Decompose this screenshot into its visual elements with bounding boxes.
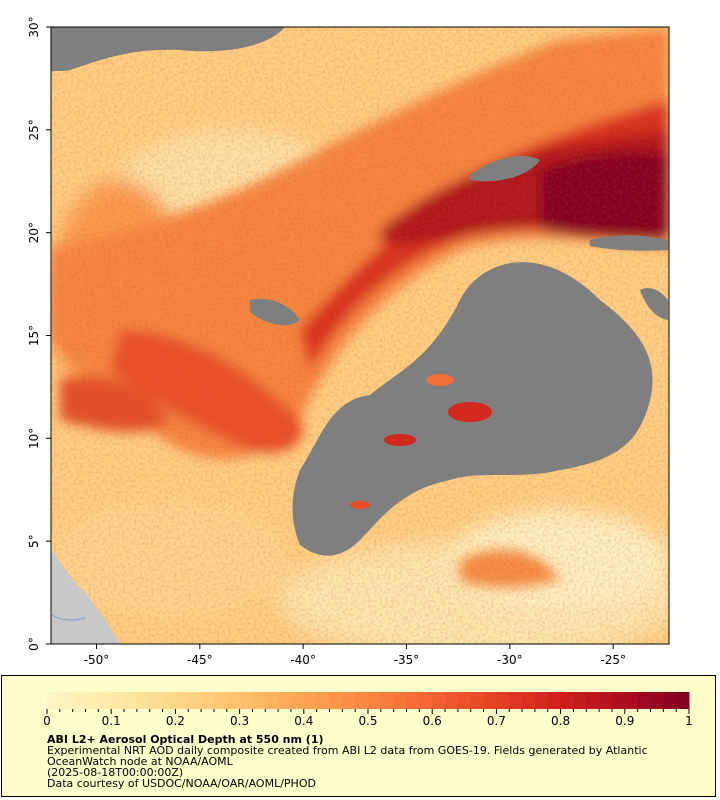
- colorbar-cell: [162, 692, 176, 709]
- caption-title: ABI L2+ Aerosol Optical Depth at 550 nm …: [47, 733, 324, 746]
- colorbar-cell: [316, 692, 330, 709]
- y-axis: 0° 5° 10° 15° 20° 25° 30°: [27, 16, 51, 651]
- colorbar-cell: [637, 692, 651, 709]
- colorbar-cell: [329, 692, 343, 709]
- colorbar-cell: [483, 692, 497, 709]
- x-tick-label: -45°: [187, 653, 213, 667]
- colorbar-cell: [676, 692, 690, 709]
- aod-map: -50° -45° -40° -35° -30° -25° 0° 5° 10° 15° 20° 25…: [27, 16, 670, 667]
- caption-credit: Data courtesy of USDOC/NOAA/OAR/AOML/PHO…: [47, 777, 316, 790]
- colorbar-cell: [393, 692, 408, 709]
- colorbar-cell: [470, 692, 485, 709]
- river-line: [51, 614, 86, 621]
- colorbar-tick-label: 0.1: [101, 714, 121, 728]
- colorbar-cells: [47, 692, 690, 709]
- colorbar-tick-label: 0.4: [294, 714, 314, 728]
- colorbar-cell: [573, 692, 587, 709]
- colorbar-cell: [611, 692, 626, 709]
- colorbar-ticks: [46, 709, 690, 714]
- colorbar-cell: [663, 692, 677, 709]
- colorbar-cell: [239, 692, 253, 709]
- x-tick-label: -50°: [84, 653, 110, 667]
- colorbar-tick-label: 0.6: [422, 714, 442, 728]
- x-axis: -50° -45° -40° -35° -30° -25°: [84, 644, 626, 667]
- colorbar-cell: [457, 692, 472, 709]
- x-tick-label: -30°: [497, 653, 523, 667]
- colorbar-cell: [265, 692, 279, 709]
- colorbar-cell: [650, 692, 664, 709]
- colorbar-cell: [380, 692, 395, 709]
- colorbar-tick-label: 0.2: [165, 714, 185, 728]
- y-tick-label: 5°: [27, 534, 41, 548]
- colorbar-cell: [149, 692, 164, 709]
- colorbar-cell: [496, 692, 510, 709]
- colorbar-cell: [586, 692, 600, 709]
- colorbar-cell: [303, 692, 318, 709]
- colorbar-cell: [406, 692, 420, 709]
- colorbar-cell: [188, 692, 202, 709]
- colorbar-cell: [85, 692, 99, 709]
- colorbar-cell: [252, 692, 266, 709]
- x-tick-label: -35°: [394, 653, 420, 667]
- caption-description: Experimental NRT AOD daily composite cre…: [47, 744, 648, 757]
- colorbar-cell: [368, 692, 382, 709]
- colorbar-tick-label: 0: [43, 714, 51, 728]
- colorbar-cell: [560, 692, 574, 709]
- y-tick-label: 10°: [27, 428, 41, 449]
- colorbar-tick-label: 1: [685, 714, 693, 728]
- colorbar-cell: [175, 692, 189, 709]
- colorbar-cell: [432, 692, 446, 709]
- colorbar-tick-label: 0.8: [551, 714, 571, 728]
- x-tick-label: -40°: [290, 653, 316, 667]
- colorbar-tick-label: 0.3: [230, 714, 250, 728]
- colorbar-cell: [98, 692, 112, 709]
- colorbar-cell: [599, 692, 613, 709]
- colorbar: [46, 692, 690, 714]
- colorbar-cell: [278, 692, 292, 709]
- y-tick-label: 0°: [27, 637, 41, 651]
- caption-date: (2025-08-18T00:00:00Z): [47, 766, 184, 779]
- colorbar-cell: [136, 692, 151, 709]
- colorbar-cell: [72, 692, 87, 709]
- y-tick-label: 30°: [27, 16, 41, 37]
- colorbar-cell: [201, 692, 215, 709]
- colorbar-cell: [419, 692, 433, 709]
- colorbar-cell: [124, 692, 138, 709]
- colorbar-cell: [355, 692, 369, 709]
- colorbar-cell: [47, 692, 61, 709]
- colorbar-cell: [624, 692, 639, 709]
- y-tick-label: 25°: [27, 119, 41, 140]
- colorbar-cell: [342, 692, 356, 709]
- colorbar-cell: [509, 692, 523, 709]
- colorbar-tick-label: 0.9: [615, 714, 635, 728]
- colorbar-cell: [290, 692, 305, 709]
- y-tick-label: 15°: [27, 325, 41, 346]
- colorbar-cell: [445, 692, 459, 709]
- map-plot-area: [51, 27, 669, 644]
- colorbar-tick-label: 0.5: [358, 714, 378, 728]
- colorbar-cell: [59, 692, 74, 709]
- caption-node: OceanWatch node at NOAA/AOML: [47, 755, 233, 768]
- colorbar-cell: [213, 692, 228, 709]
- colorbar-cell: [522, 692, 536, 709]
- land-south-america: [51, 550, 120, 644]
- colorbar-cell: [547, 692, 562, 709]
- aod-high-clusters: [350, 374, 492, 509]
- colorbar-cell: [111, 692, 125, 709]
- y-tick-label: 20°: [27, 222, 41, 243]
- colorbar-tick-label: 0.7: [486, 714, 506, 728]
- colorbar-cell: [534, 692, 549, 709]
- colorbar-cell: [226, 692, 241, 709]
- x-tick-label: -25°: [600, 653, 626, 667]
